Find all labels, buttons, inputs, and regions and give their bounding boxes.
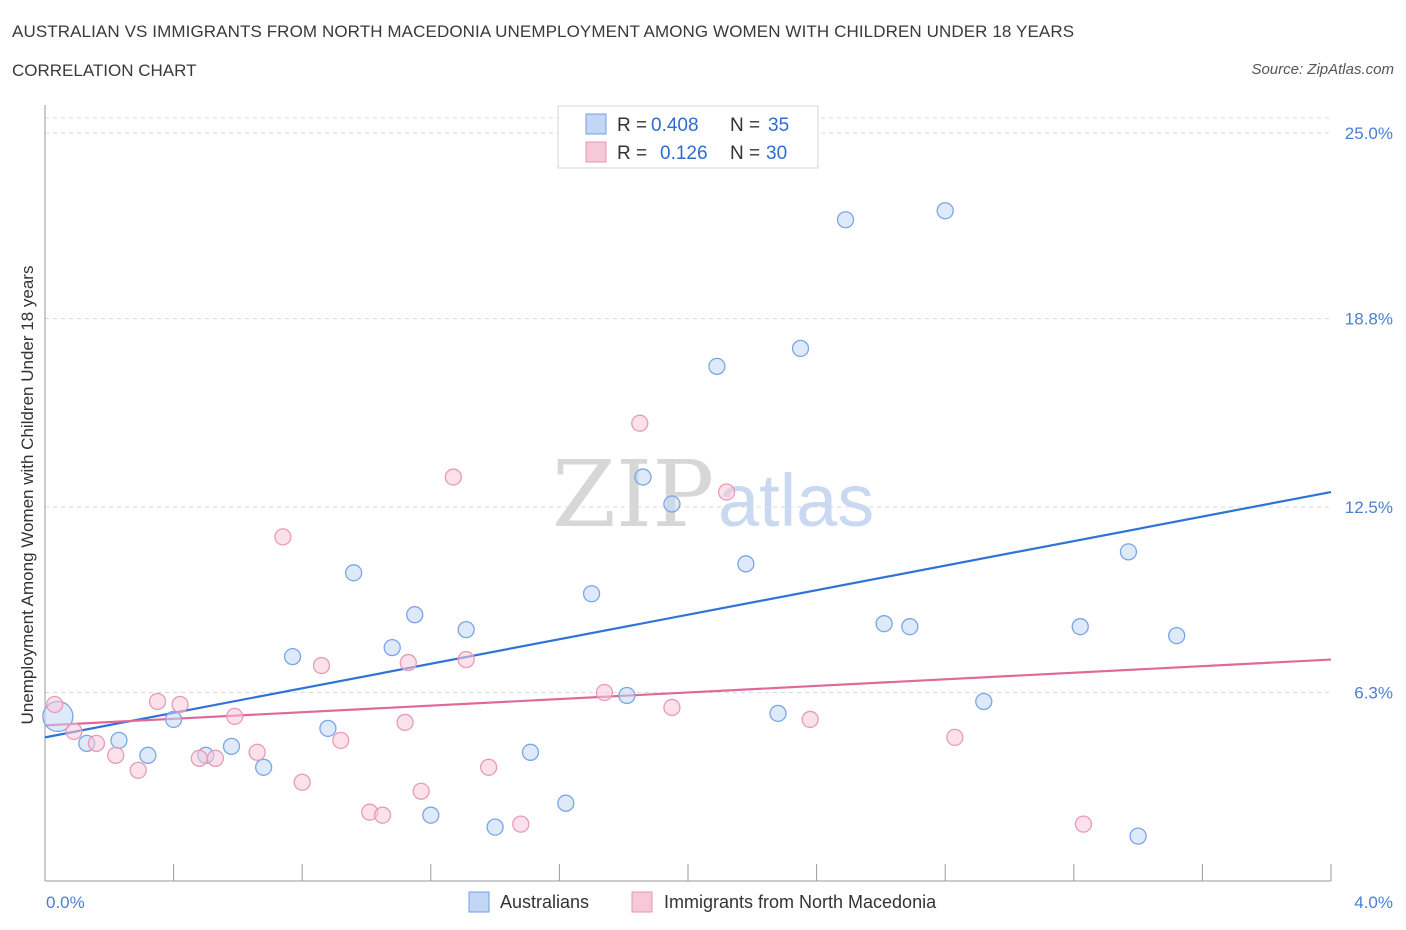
australians-point [139, 746, 157, 764]
australians-point [618, 686, 636, 705]
australians-point [708, 357, 726, 375]
x-tick-label: 4.0% [1354, 893, 1393, 912]
north-macedonia-point [293, 773, 311, 791]
australians-point [791, 339, 810, 358]
stats-n-label-2: N = [730, 143, 760, 164]
watermark-zip: ZIP [552, 441, 714, 548]
australians-point [383, 638, 401, 657]
legend-swatch-north-macedonia [631, 891, 653, 913]
y-tick-label: 18.8% [1345, 309, 1393, 328]
australians-point [1129, 827, 1147, 845]
legend-label-australians: Australians [500, 892, 589, 912]
tick-labels: 6.3% 12.5% 18.8% 25.0% 0.0% 4.0% [46, 124, 1393, 912]
north-macedonia-point [801, 710, 819, 729]
australians-point [283, 647, 302, 666]
australians-point [521, 743, 540, 761]
legend-label-north-macedonia: Immigrants from North Macedonia [664, 892, 937, 912]
north-macedonia-point [631, 414, 649, 432]
chart-subtitle: CORRELATION CHART [12, 61, 197, 80]
australians-point [901, 618, 919, 636]
australians-point [486, 818, 504, 836]
north-macedonia-point [332, 731, 350, 750]
north-macedonia-point [512, 815, 530, 833]
legend-swatch-australians [468, 891, 490, 913]
legend: Australians Immigrants from North Macedo… [468, 891, 937, 913]
stats-r-value-2: 0.126 [660, 143, 708, 164]
source-credit: Source: ZipAtlas.com [1251, 61, 1394, 78]
australians-point [422, 806, 440, 824]
australians-point [110, 731, 128, 750]
australians-point [457, 621, 475, 639]
stats-r-label-1: R = [617, 115, 647, 136]
north-macedonia-point [595, 683, 614, 702]
north-macedonia-point [412, 782, 430, 800]
australians-point [344, 564, 363, 582]
australians-point [254, 758, 273, 776]
north-macedonia-point [148, 692, 167, 711]
stats-box: R = 0.408 N = 35 R = 0.126 N = 30 [557, 105, 819, 169]
north-macedonia-point [87, 734, 106, 753]
stats-swatch-pink [585, 141, 607, 163]
australians-point [663, 495, 681, 513]
north-macedonia-point [274, 528, 292, 546]
north-macedonia-point [480, 758, 498, 776]
north-macedonia-point [396, 713, 414, 732]
north-macedonia-point [946, 728, 964, 747]
north-macedonia-trend-line [44, 658, 1332, 727]
australians-trend-line [44, 490, 1332, 739]
australians-point [582, 585, 601, 603]
north-macedonia-point [373, 806, 392, 824]
north-macedonia-point [206, 749, 225, 767]
australians-point [737, 555, 755, 573]
watermark-atlas: atlas [718, 459, 874, 542]
axes [44, 105, 1332, 882]
y-axis-label: Unemployment Among Women with Children U… [18, 266, 37, 725]
australians-point [875, 615, 893, 633]
australians-point [164, 710, 183, 729]
australians-point [319, 719, 337, 738]
chart-title: AUSTRALIAN VS IMMIGRANTS FROM NORTH MACE… [12, 22, 1075, 41]
y-tick-label: 6.3% [1354, 683, 1393, 702]
x-tick-label: 0.0% [46, 893, 85, 912]
north-macedonia-point [248, 743, 266, 761]
australians-point [634, 468, 652, 486]
australians-point [222, 737, 241, 756]
north-macedonia-point [717, 483, 736, 501]
north-macedonia-point [107, 746, 125, 764]
australians-point [936, 202, 954, 220]
australians-point [406, 606, 424, 624]
gridlines [45, 117, 1331, 693]
north-macedonia-point [45, 695, 64, 714]
north-macedonia-point [399, 653, 417, 672]
stats-r-value-1: 0.408 [651, 115, 699, 136]
australians-point [836, 211, 855, 229]
australians-point [1071, 618, 1089, 636]
australians-point [1119, 543, 1138, 561]
stats-n-value-2: 30 [766, 143, 787, 164]
north-macedonia-point [65, 722, 83, 741]
north-macedonia-point [190, 749, 208, 767]
north-macedonia-point [444, 468, 462, 486]
stats-n-value-1: 35 [768, 115, 789, 136]
trend-lines [44, 490, 1332, 739]
australians-point [557, 794, 575, 812]
stats-swatch-blue [585, 113, 607, 135]
north-macedonia-point [1074, 815, 1093, 833]
scatter-points [42, 202, 1186, 845]
north-macedonia-point [226, 707, 244, 726]
north-macedonia-point [457, 650, 475, 669]
australians-point [975, 692, 993, 711]
stats-r-label-2: R = [617, 143, 647, 164]
y-tick-label: 25.0% [1345, 124, 1393, 143]
stats-n-label-1: N = [730, 115, 760, 136]
australians-point [769, 704, 787, 723]
australians-point [1168, 626, 1186, 645]
north-macedonia-point [663, 698, 681, 717]
north-macedonia-point [312, 656, 331, 675]
north-macedonia-point [129, 761, 147, 779]
north-macedonia-point [171, 695, 189, 714]
y-tick-label: 12.5% [1345, 498, 1393, 517]
